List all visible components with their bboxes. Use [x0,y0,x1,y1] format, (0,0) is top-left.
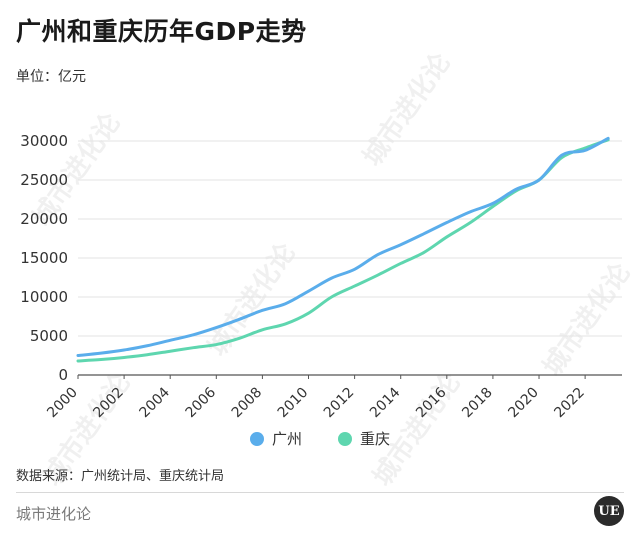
x-tick-label: 2010 [275,385,312,422]
legend-dot-chongqing [338,431,352,446]
legend-item-chongqing[interactable]: 重庆 [338,428,390,449]
x-tick-label: 2000 [44,385,81,422]
divider [16,492,624,493]
x-tick-label: 2016 [413,384,450,421]
x-tick-label: 2018 [459,385,496,422]
line-chart: 0 5000 10000 15000 20000 25000 30000 2000 2002 20… [20,132,622,422]
data-source: 数据来源：广州统计局、重庆统计局 [16,469,225,484]
brand-name: 城市进化论 [16,505,92,523]
x-tick-label: 2006 [183,384,220,421]
legend: 广州 重庆 [0,428,640,449]
legend-item-guangzhou[interactable]: 广州 [249,428,302,449]
y-tick-label: 20000 [20,210,68,228]
y-tick-label: 10000 [20,288,68,306]
x-tick-label: 2008 [229,385,266,422]
y-tick-label: 0 [58,366,68,384]
x-tick-label: 2012 [321,385,358,422]
x-tick-label: 2002 [90,385,127,422]
y-tick-label: 25000 [20,171,68,189]
chart-title: 广州和重庆历年GDP走势 [16,17,307,46]
legend-dot-guangzhou [249,431,264,446]
legend-label-chongqing: 重庆 [360,430,391,448]
y-tick-label: 30000 [20,132,68,150]
series-line-guangzhou [76,136,610,357]
unit-label: 单位：亿元 [16,69,86,85]
series-line-chongqing [76,138,610,363]
x-tick-label: 2004 [137,384,174,421]
legend-label-guangzhou: 广州 [271,430,302,448]
x-tick-label: 2020 [505,385,542,422]
y-tick-label: 5000 [30,327,68,345]
brand-logo: UE [594,496,624,526]
x-tick-label: 2014 [367,384,404,421]
y-tick-label: 15000 [20,249,68,267]
x-tick-label: 2022 [551,385,588,422]
